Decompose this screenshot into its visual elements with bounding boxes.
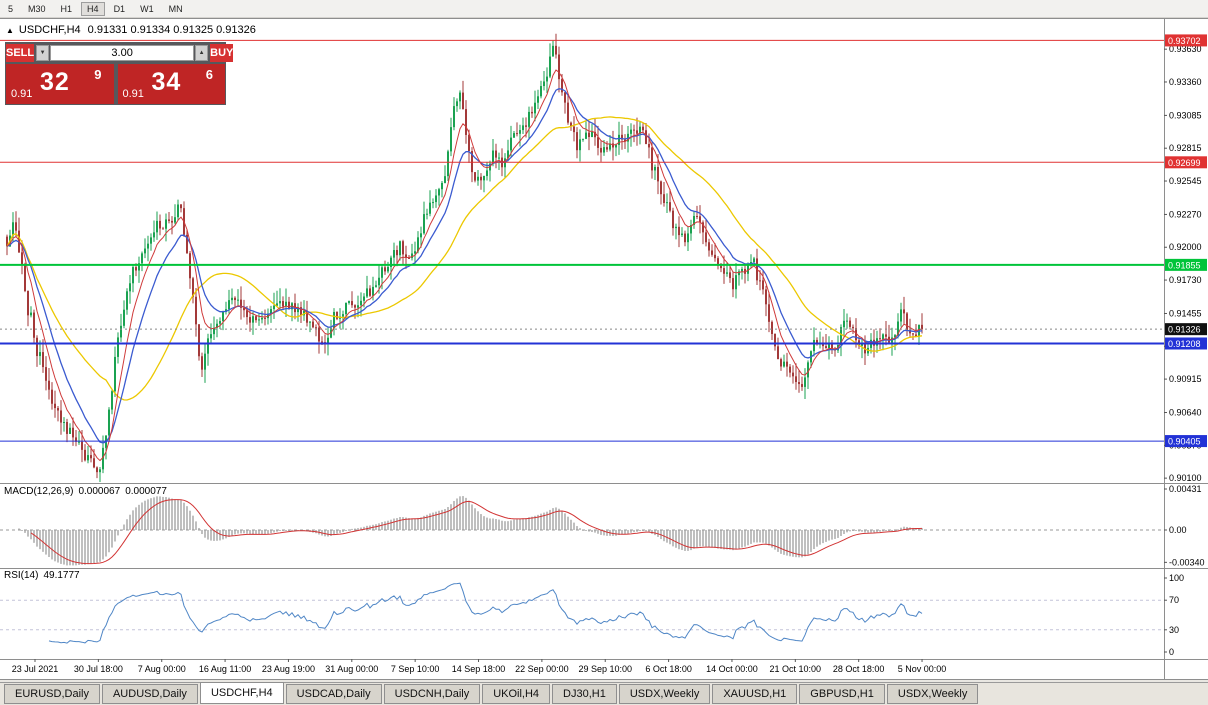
svg-text:0.92699: 0.92699 (1168, 158, 1201, 168)
pane-separators (0, 18, 1208, 680)
hline-objects: 0.937020.926990.918550.912080.904050.913… (0, 34, 1207, 448)
svg-text:6 Oct 18:00: 6 Oct 18:00 (645, 664, 692, 674)
svg-text:23 Jul 2021: 23 Jul 2021 (12, 664, 59, 674)
timeframe-button-w1[interactable]: W1 (140, 3, 154, 14)
svg-text:0: 0 (1169, 647, 1174, 657)
indicator-axes: 0.00431 0.00 -0.00340 100 70 30 0 (1164, 484, 1205, 657)
chart-tab-usdx-weekly[interactable]: USDX,Weekly (886, 684, 979, 704)
buy-price-prefix: 0.91 (122, 88, 144, 100)
sell-button[interactable]: SELL (6, 44, 35, 62)
sell-price-box[interactable]: 0.91 32 9 (6, 64, 114, 104)
svg-text:31 Aug 00:00: 31 Aug 00:00 (325, 664, 378, 674)
chart-canvas[interactable]: 0.93630 0.93360 0.93085 0.92815 0.92545 0.922… (0, 18, 1208, 680)
svg-text:0.93702: 0.93702 (1168, 36, 1201, 46)
svg-text:14 Sep 18:00: 14 Sep 18:00 (452, 664, 506, 674)
moving-averages (6, 69, 923, 462)
svg-text:23 Aug 19:00: 23 Aug 19:00 (262, 664, 315, 674)
svg-text:0.91855: 0.91855 (1168, 260, 1201, 270)
chart-ohlc-values: 0.91331 0.91334 0.91325 0.91326 (87, 24, 256, 36)
sell-price-pip: 9 (94, 67, 102, 82)
svg-text:100: 100 (1169, 573, 1184, 583)
svg-text:0.91326: 0.91326 (1168, 325, 1201, 335)
buy-price-box[interactable]: 0.91 34 6 (117, 64, 225, 104)
svg-text:0.90100: 0.90100 (1169, 473, 1202, 483)
svg-text:0.90640: 0.90640 (1169, 408, 1202, 418)
chart-tab-ukoil-h4[interactable]: UKOil,H4 (482, 684, 551, 704)
svg-text:0.92545: 0.92545 (1169, 176, 1202, 186)
macd-name: MACD(12,26,9) (4, 486, 74, 497)
volume-increase-button[interactable]: ▲ (195, 45, 209, 61)
chart-symbol: USDCHF,H4 (18, 24, 81, 36)
svg-text:21 Oct 10:00: 21 Oct 10:00 (770, 664, 822, 674)
svg-text:14 Oct 00:00: 14 Oct 00:00 (706, 664, 758, 674)
macd-indicator-label: MACD(12,26,9) 0.000067 0.000077 (4, 486, 172, 497)
svg-text:0.92270: 0.92270 (1169, 209, 1202, 219)
svg-text:0.90405: 0.90405 (1168, 437, 1201, 447)
volume-spinner: ▼ ▲ (36, 44, 209, 62)
timeframe-toolbar: 5 M30 H1 H4 D1 W1 MN (0, 0, 1208, 18)
svg-text:0.91208: 0.91208 (1168, 339, 1201, 349)
svg-text:-0.00340: -0.00340 (1169, 557, 1205, 567)
svg-text:0.93630: 0.93630 (1169, 44, 1202, 54)
svg-text:0.93360: 0.93360 (1169, 77, 1202, 87)
rsi-name: RSI(14) (4, 570, 39, 581)
buy-button[interactable]: BUY (210, 44, 234, 62)
timeframe-button-h4[interactable]: H4 (81, 1, 105, 16)
svg-text:7 Sep 10:00: 7 Sep 10:00 (391, 664, 440, 674)
macd-value-main: 0.000067 (78, 486, 121, 497)
chart-tab-eurusd-daily[interactable]: EURUSD,Daily (4, 684, 100, 704)
svg-text:22 Sep 00:00: 22 Sep 00:00 (515, 664, 569, 674)
svg-text:28 Oct 18:00: 28 Oct 18:00 (833, 664, 885, 674)
chart-tab-usdcad-daily[interactable]: USDCAD,Daily (285, 684, 382, 704)
chart-title: ▲ USDCHF,H4 0.91331 0.91334 0.91325 0.91… (6, 24, 256, 36)
svg-text:30: 30 (1169, 625, 1179, 635)
timeframe-button-mn[interactable]: MN (168, 3, 183, 14)
svg-text:16 Aug 11:00: 16 Aug 11:00 (199, 664, 251, 674)
svg-text:0.92000: 0.92000 (1169, 242, 1202, 252)
sell-price-main: 32 (40, 68, 70, 96)
timeframe-button-m30[interactable]: M30 (28, 3, 46, 14)
timeframe-button-h1[interactable]: H1 (60, 3, 73, 14)
one-click-trading-panel: SELL ▼ ▲ BUY 0.91 32 9 0.91 34 6 (5, 42, 234, 105)
chart-tab-usdx-weekly[interactable]: USDX,Weekly (618, 684, 711, 704)
svg-text:0.92815: 0.92815 (1169, 143, 1202, 153)
chart-tab-usdcnh-daily[interactable]: USDCNH,Daily (383, 684, 481, 704)
svg-text:0.93085: 0.93085 (1169, 110, 1202, 120)
chart-tab-dj30-h1[interactable]: DJ30,H1 (552, 684, 617, 704)
chart-tab-audusd-daily[interactable]: AUDUSD,Daily (101, 684, 198, 704)
rsi-indicator-label: RSI(14) 49.1777 (4, 570, 85, 581)
macd-pane (0, 496, 1164, 566)
time-axis: 23 Jul 2021 30 Jul 18:00 7 Aug 00:00 16 Aug… (12, 659, 947, 674)
chart-tabs-bar: EURUSD,Daily AUDUSD,Daily USDCHF,H4 USDCAD,… (0, 682, 1208, 705)
rsi-pane (0, 582, 1164, 644)
macd-value-signal: 0.000077 (125, 486, 167, 497)
buy-price-pip: 6 (205, 67, 213, 82)
svg-text:0.00431: 0.00431 (1169, 484, 1202, 494)
svg-text:0.91730: 0.91730 (1169, 275, 1202, 285)
svg-text:7 Aug 00:00: 7 Aug 00:00 (138, 664, 186, 674)
sell-price-prefix: 0.91 (11, 88, 33, 100)
chart-tab-gbpusd-h1[interactable]: GBPUSD,H1 (799, 684, 885, 704)
rsi-value: 49.1777 (43, 570, 80, 581)
chart-tab-xauusd-h1[interactable]: XAUUSD,H1 (712, 684, 798, 704)
svg-text:5 Nov 00:00: 5 Nov 00:00 (898, 664, 947, 674)
svg-text:29 Sep 10:00: 29 Sep 10:00 (578, 664, 632, 674)
one-click-toggle-icon[interactable]: ▲ (6, 25, 14, 35)
timeframe-button-5[interactable]: 5 (8, 3, 14, 14)
buy-price-main: 34 (151, 68, 182, 96)
svg-text:0.90915: 0.90915 (1169, 374, 1202, 384)
volume-decrease-button[interactable]: ▼ (36, 45, 50, 61)
svg-text:30 Jul 18:00: 30 Jul 18:00 (74, 664, 123, 674)
svg-text:70: 70 (1169, 595, 1179, 605)
chart-tab-usdchf-h4[interactable]: USDCHF,H4 (199, 682, 284, 704)
volume-input[interactable] (50, 45, 195, 61)
svg-text:0.91455: 0.91455 (1169, 308, 1202, 318)
timeframe-button-d1[interactable]: D1 (113, 3, 126, 14)
svg-text:0.00: 0.00 (1169, 525, 1187, 535)
